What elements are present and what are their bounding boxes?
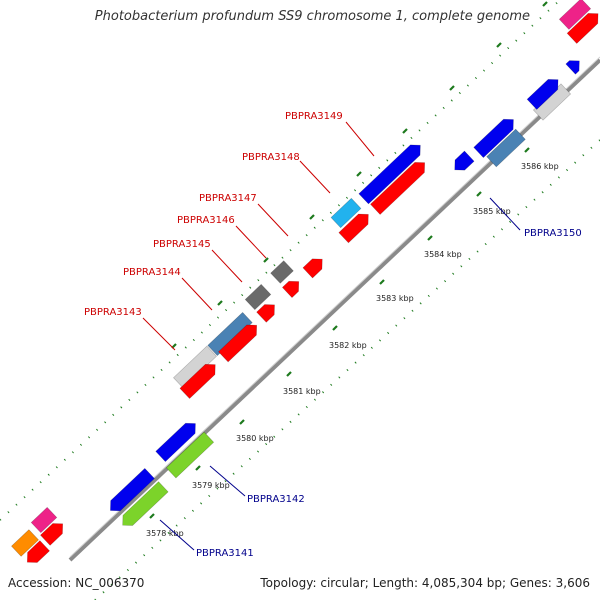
major-tick-mark: [332, 325, 338, 331]
leader-pbpra3144: [181, 277, 213, 311]
gene-blue-149[interactable]: [358, 140, 425, 205]
gene-label-pbpra3144[interactable]: PBPRA3144: [123, 267, 181, 278]
leader-pbpra3146: [235, 225, 267, 259]
tick-label-3581: 3581 kbp: [283, 387, 321, 396]
major-tick-mark: [449, 85, 455, 91]
gene-red-148b[interactable]: [370, 158, 429, 215]
label-leaders: [142, 121, 521, 551]
gene-labels: PBPRA3149 PBPRA3148 PBPRA3147 PBPRA3146 …: [84, 111, 582, 559]
leader-pbpra3147: [257, 203, 289, 237]
gene-label-pbpra3146[interactable]: PBPRA3146: [177, 215, 235, 226]
leader-pbpra3149: [345, 121, 375, 157]
tick-label-3580: 3580 kbp: [236, 434, 274, 443]
gene-dark-b[interactable]: [270, 260, 294, 284]
major-tick-mark: [195, 465, 201, 471]
gene-blue-c[interactable]: [565, 56, 584, 75]
gene-red-low[interactable]: [40, 519, 67, 546]
gene-blue-b[interactable]: [526, 75, 563, 110]
gene-red-145[interactable]: [256, 300, 280, 323]
gene-red-top[interactable]: [566, 9, 600, 44]
gene-blue-d[interactable]: [450, 150, 475, 175]
gene-red-144[interactable]: [218, 320, 261, 363]
major-tick-mark: [402, 128, 408, 134]
major-tick-mark: [217, 300, 223, 306]
gene-red-143[interactable]: [179, 359, 220, 399]
gene-blue-142a[interactable]: [155, 418, 200, 463]
major-tick-mark: [496, 42, 502, 48]
major-tick-mark: [263, 257, 269, 263]
gene-label-pbpra3149[interactable]: PBPRA3149: [285, 111, 343, 122]
major-tick-mark: [476, 191, 482, 197]
major-tick-mark: [239, 419, 245, 425]
gene-blue-150[interactable]: [473, 114, 518, 159]
leader-pbpra3145: [211, 249, 243, 283]
leader-pbpra3142: [209, 465, 246, 497]
accession-text: Accession: NC_006370: [8, 576, 145, 590]
major-tick-mark: [524, 147, 530, 153]
major-tick-mark: [309, 214, 315, 220]
tick-label-3585: 3585 kbp: [473, 207, 511, 216]
leader-pbpra3143: [142, 317, 176, 351]
leader-pbpra3141: [159, 519, 195, 551]
tick-rail-outer: [0, 0, 561, 521]
gene-label-pbpra3143[interactable]: PBPRA3143: [84, 307, 142, 318]
leader-pbpra3150: [489, 197, 521, 231]
gene-blue-142b[interactable]: [106, 467, 155, 515]
gene-red-146[interactable]: [281, 276, 303, 299]
gene-label-pbpra3145[interactable]: PBPRA3145: [153, 239, 211, 250]
tick-label-3583: 3583 kbp: [376, 294, 414, 303]
gene-red-low-b[interactable]: [22, 540, 50, 568]
gene-orange-low[interactable]: [11, 529, 39, 557]
gene-label-pbpra3150[interactable]: PBPRA3150: [524, 228, 582, 239]
gene-red-147[interactable]: [302, 254, 327, 279]
major-tick-mark: [356, 171, 362, 177]
tick-label-3578: 3578 kbp: [146, 529, 184, 538]
tick-label-3579: 3579 kbp: [192, 481, 230, 490]
gene-label-pbpra3148[interactable]: PBPRA3148: [242, 152, 300, 163]
gene-grey-a[interactable]: [173, 345, 217, 389]
tick-label-3584: 3584 kbp: [424, 250, 462, 259]
major-tick-mark: [542, 1, 548, 7]
gene-green-141[interactable]: [118, 481, 169, 531]
major-tick-mark: [149, 513, 155, 519]
gene-cyan-a[interactable]: [330, 197, 362, 229]
major-ticks: [149, 1, 548, 519]
tick-labels: 3578 kbp 3579 kbp 3580 kbp 3581 kbp 3582…: [146, 162, 559, 538]
major-tick-mark: [427, 235, 433, 241]
gene-pink-low[interactable]: [30, 506, 58, 534]
tick-rail-inner: [94, 139, 600, 600]
gene-label-pbpra3141[interactable]: PBPRA3141: [196, 548, 254, 559]
gene-steel-a[interactable]: [207, 311, 253, 357]
major-tick-mark: [286, 371, 292, 377]
summary-text: Topology: circular; Length: 4,085,304 bp…: [260, 576, 590, 590]
map-title: Photobacterium profundum SS9 chromosome …: [94, 9, 530, 24]
leader-pbpra3148: [299, 160, 331, 194]
gene-label-pbpra3142[interactable]: PBPRA3142: [247, 494, 305, 505]
gene-label-pbpra3147[interactable]: PBPRA3147: [199, 193, 257, 204]
tick-label-3586: 3586 kbp: [521, 162, 559, 171]
gene-red-148a[interactable]: [338, 209, 373, 244]
gene-dark-a[interactable]: [244, 283, 272, 311]
gene-pink-top[interactable]: [558, 0, 592, 30]
major-tick-mark: [379, 279, 385, 285]
gene-steel-150[interactable]: [486, 128, 526, 168]
gene-green-142[interactable]: [165, 431, 215, 479]
gene-features: [11, 0, 600, 568]
tick-label-3582: 3582 kbp: [329, 341, 367, 350]
